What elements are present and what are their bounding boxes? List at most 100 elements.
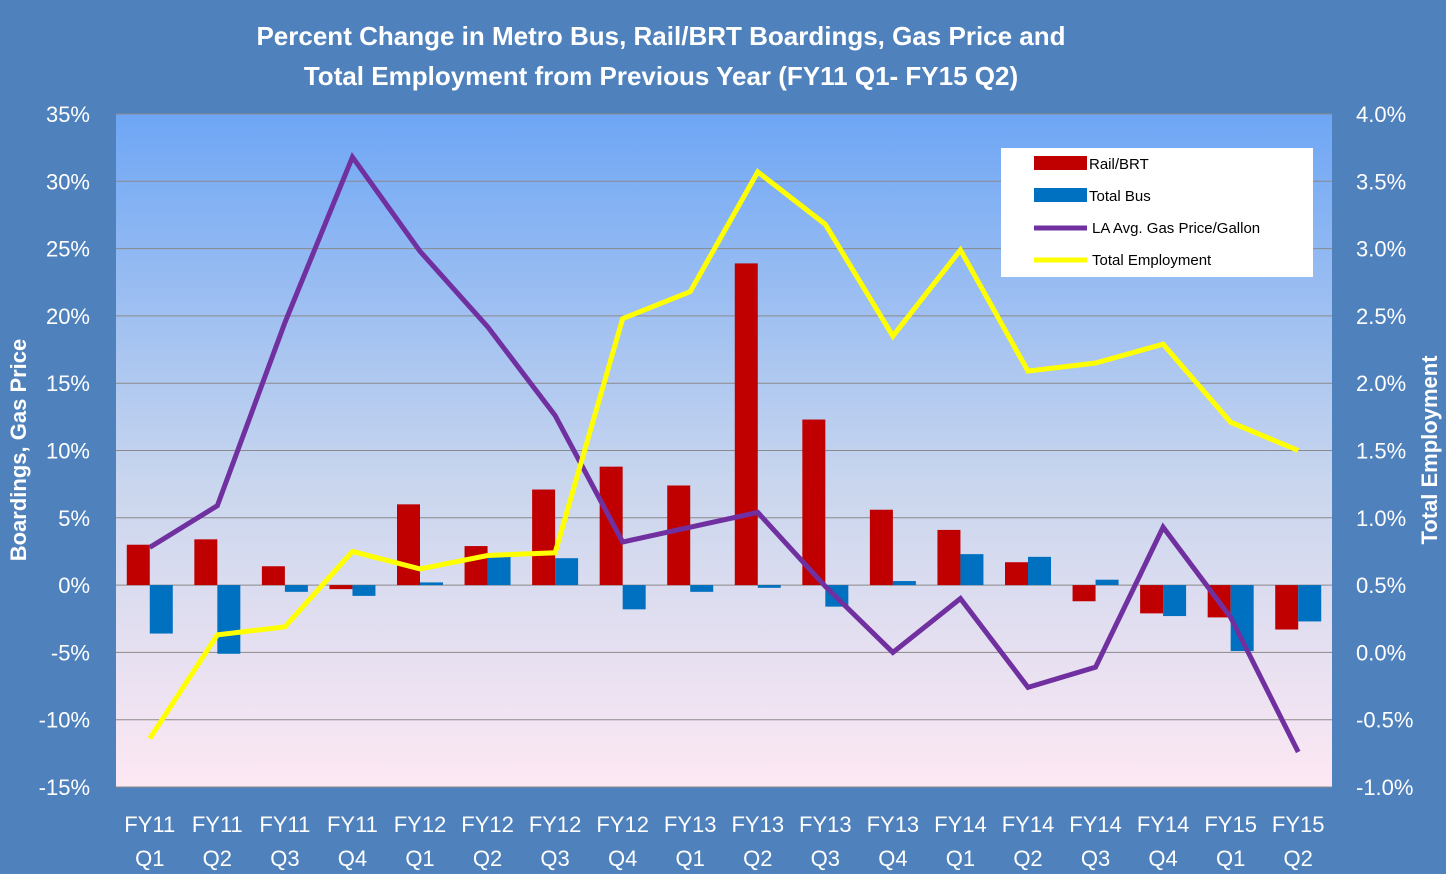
bar-rail-brt xyxy=(194,539,218,586)
bar-rail-brt xyxy=(734,263,758,586)
bar-rail-brt xyxy=(1072,585,1096,602)
x-tick-label: Q2 xyxy=(1013,846,1042,871)
bar-total-bus xyxy=(892,581,916,586)
left-axis-title: Boardings, Gas Price xyxy=(6,339,31,562)
x-tick-label: Q4 xyxy=(338,846,367,871)
x-tick-label: Q2 xyxy=(1284,846,1313,871)
bar-rail-brt xyxy=(329,585,353,590)
left-tick-label: 20% xyxy=(46,304,90,329)
x-tick-label: Q4 xyxy=(1148,846,1177,871)
right-axis-title: Total Employment xyxy=(1417,355,1442,545)
bar-total-bus xyxy=(622,585,646,610)
left-tick-label: 10% xyxy=(46,439,90,464)
chart-title-line-2: Total Employment from Previous Year (FY1… xyxy=(304,61,1018,91)
bar-rail-brt xyxy=(667,485,691,586)
x-tick-label: FY12 xyxy=(596,812,649,837)
x-tick-label: Q3 xyxy=(811,846,840,871)
x-tick-label: FY13 xyxy=(664,812,717,837)
x-tick-label: Q1 xyxy=(1216,846,1245,871)
bar-total-bus xyxy=(149,585,173,634)
right-tick-label: 1.5% xyxy=(1356,439,1406,464)
right-tick-label: -0.5% xyxy=(1356,708,1413,733)
chart-title-line-1: Percent Change in Metro Bus, Rail/BRT Bo… xyxy=(256,21,1065,51)
bar-rail-brt xyxy=(464,546,488,586)
x-tick-label: Q1 xyxy=(946,846,975,871)
x-tick-label: FY12 xyxy=(461,812,514,837)
left-tick-label: 15% xyxy=(46,371,90,396)
x-tick-label: Q3 xyxy=(540,846,569,871)
bar-rail-brt xyxy=(937,529,961,586)
x-tick-label: Q4 xyxy=(878,846,907,871)
x-tick-label: Q4 xyxy=(608,846,637,871)
right-tick-label: -1.0% xyxy=(1356,775,1413,800)
left-tick-label: 25% xyxy=(46,237,90,262)
bar-total-bus xyxy=(284,585,308,592)
x-tick-label: FY11 xyxy=(124,812,175,837)
bar-total-bus xyxy=(352,585,376,596)
x-tick-label: FY12 xyxy=(394,812,447,837)
left-tick-label: 35% xyxy=(46,102,90,127)
bar-total-bus xyxy=(1163,585,1187,617)
bar-rail-brt xyxy=(802,419,826,586)
line-la-avg-gas-price-gallon xyxy=(148,151,1301,754)
line-series xyxy=(147,151,1301,754)
bar-total-bus xyxy=(1298,585,1322,622)
x-tick-label: FY14 xyxy=(1002,812,1055,837)
bar-rail-brt xyxy=(261,566,285,586)
bar-total-bus xyxy=(555,558,579,586)
left-axis-ticks: 35% 30% 25% 20% 15% 10% 5% 0% -5% -10% -15% xyxy=(39,102,90,800)
bar-total-bus xyxy=(690,585,714,592)
bar-rail-brt xyxy=(532,489,556,586)
left-tick-label: 0% xyxy=(58,573,90,598)
x-tick-label: Q1 xyxy=(405,846,434,871)
legend: Rail/BRT Total Bus LA Avg. Gas Price/Gallo… xyxy=(1001,148,1313,277)
right-tick-label: 4.0% xyxy=(1356,102,1406,127)
bar-total-bus xyxy=(487,556,511,586)
bar-rail-brt xyxy=(1275,585,1299,630)
right-tick-label: 0.0% xyxy=(1356,640,1406,665)
bar-rail-brt xyxy=(1005,562,1028,586)
x-tick-label: FY15 xyxy=(1204,812,1257,837)
left-tick-label: -15% xyxy=(39,775,90,800)
bar-series xyxy=(126,263,1322,654)
legend-swatch-total-bus xyxy=(1034,188,1087,202)
x-tick-label: FY14 xyxy=(934,812,987,837)
right-axis-ticks: 4.0% 3.5% 3.0% 2.5% 2.0% 1.5% 1.0% 0.5% 0.0% -0.5… xyxy=(1356,102,1413,800)
x-tick-label: FY14 xyxy=(1137,812,1190,837)
legend-swatch-rail-brt xyxy=(1034,156,1087,170)
bar-total-bus xyxy=(1028,556,1051,586)
legend-label-rail-brt: Rail/BRT xyxy=(1089,156,1149,173)
bar-rail-brt xyxy=(599,466,623,586)
x-axis-ticks: FY11 Q1 FY11 Q2 FY11 Q3 FY11 Q4 FY12 Q1 FY12 Q2 FY12… xyxy=(124,812,1324,871)
x-tick-label: FY15 xyxy=(1272,812,1325,837)
left-tick-label: -5% xyxy=(51,640,90,665)
x-tick-label: FY13 xyxy=(867,812,920,837)
right-tick-label: 0.5% xyxy=(1356,573,1406,598)
bar-total-bus xyxy=(960,554,984,586)
bar-total-bus xyxy=(420,582,443,586)
x-tick-label: FY13 xyxy=(799,812,852,837)
bar-total-bus xyxy=(1230,585,1254,652)
x-tick-label: Q1 xyxy=(135,846,164,871)
x-tick-label: Q1 xyxy=(676,846,705,871)
bar-total-bus xyxy=(217,585,241,654)
x-tick-label: FY11 xyxy=(327,812,378,837)
bar-rail-brt xyxy=(126,544,150,586)
legend-label-la-avg-gas-price-gallon: LA Avg. Gas Price/Gallon xyxy=(1092,220,1260,237)
x-tick-label: FY14 xyxy=(1069,812,1122,837)
right-tick-label: 2.5% xyxy=(1356,304,1406,329)
x-tick-label: FY11 xyxy=(259,812,310,837)
x-tick-label: Q2 xyxy=(743,846,772,871)
right-tick-label: 1.0% xyxy=(1356,506,1406,531)
bar-total-bus xyxy=(757,585,781,588)
x-tick-label: Q2 xyxy=(473,846,502,871)
left-tick-label: 30% xyxy=(46,169,90,194)
right-tick-label: 3.0% xyxy=(1356,237,1406,262)
gridlines xyxy=(116,113,1332,788)
right-tick-label: 3.5% xyxy=(1356,169,1406,194)
line-total-employment xyxy=(147,168,1300,740)
x-tick-label: Q2 xyxy=(203,846,232,871)
x-tick-label: FY11 xyxy=(192,812,243,837)
